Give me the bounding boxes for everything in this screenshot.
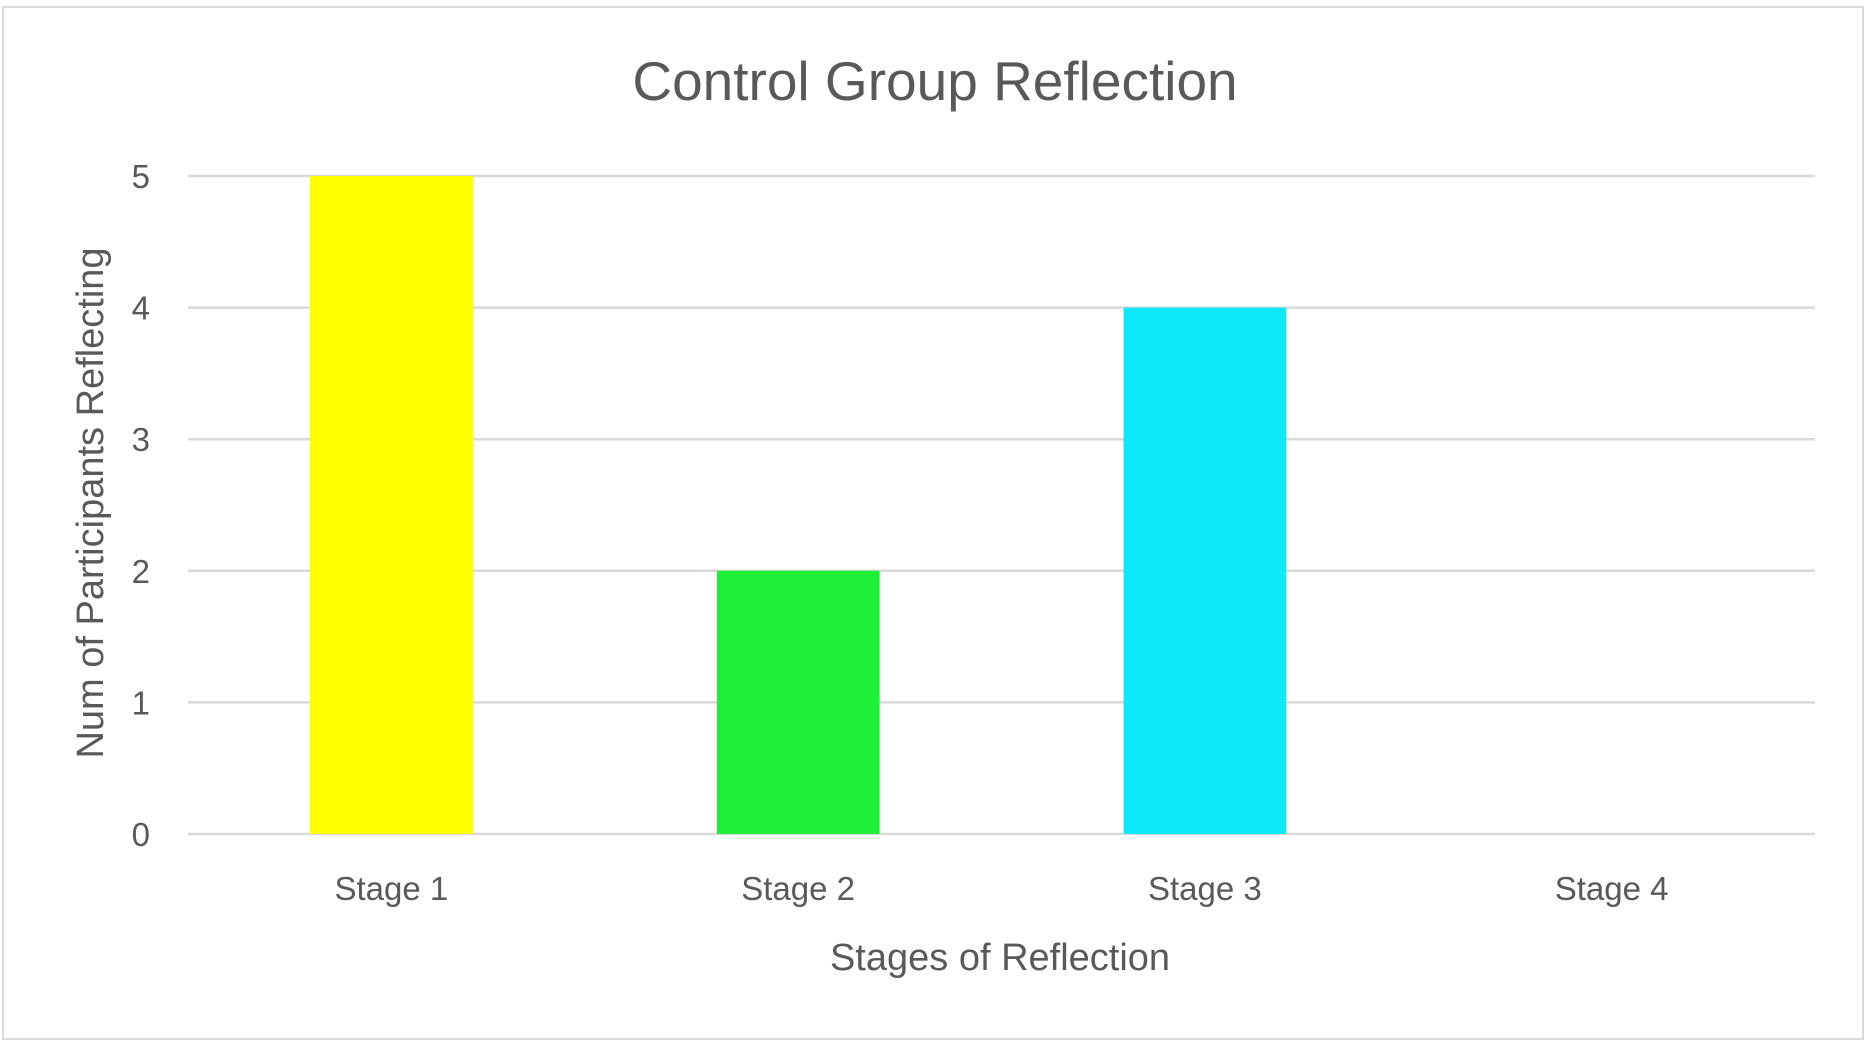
y-axis-label: Num of Participants Reflecting bbox=[70, 247, 112, 758]
x-tick-labels: Stage 1 Stage 2 Stage 3 Stage 4 bbox=[334, 870, 1668, 907]
x-tick-label: Stage 3 bbox=[1148, 870, 1262, 907]
y-tick-label: 5 bbox=[132, 158, 150, 195]
y-tick-label: 0 bbox=[132, 816, 150, 853]
bar-stage-3 bbox=[1123, 307, 1287, 835]
bar-stage-2 bbox=[716, 570, 880, 834]
x-axis-label: Stages of Reflection bbox=[830, 937, 1170, 979]
bar-stage-1 bbox=[310, 176, 473, 834]
x-tick-label: Stage 1 bbox=[334, 870, 448, 907]
x-tick-label: Stage 4 bbox=[1555, 870, 1669, 907]
y-tick-label: 1 bbox=[132, 684, 150, 721]
y-tick-labels: 0 1 2 3 4 5 bbox=[132, 158, 150, 853]
y-tick-label: 4 bbox=[132, 290, 150, 327]
bars bbox=[310, 176, 1287, 835]
y-tick-label: 3 bbox=[132, 421, 150, 458]
x-tick-label: Stage 2 bbox=[741, 870, 855, 907]
chart-title: Control Group Reflection bbox=[632, 50, 1237, 112]
y-tick-label: 2 bbox=[132, 553, 150, 590]
